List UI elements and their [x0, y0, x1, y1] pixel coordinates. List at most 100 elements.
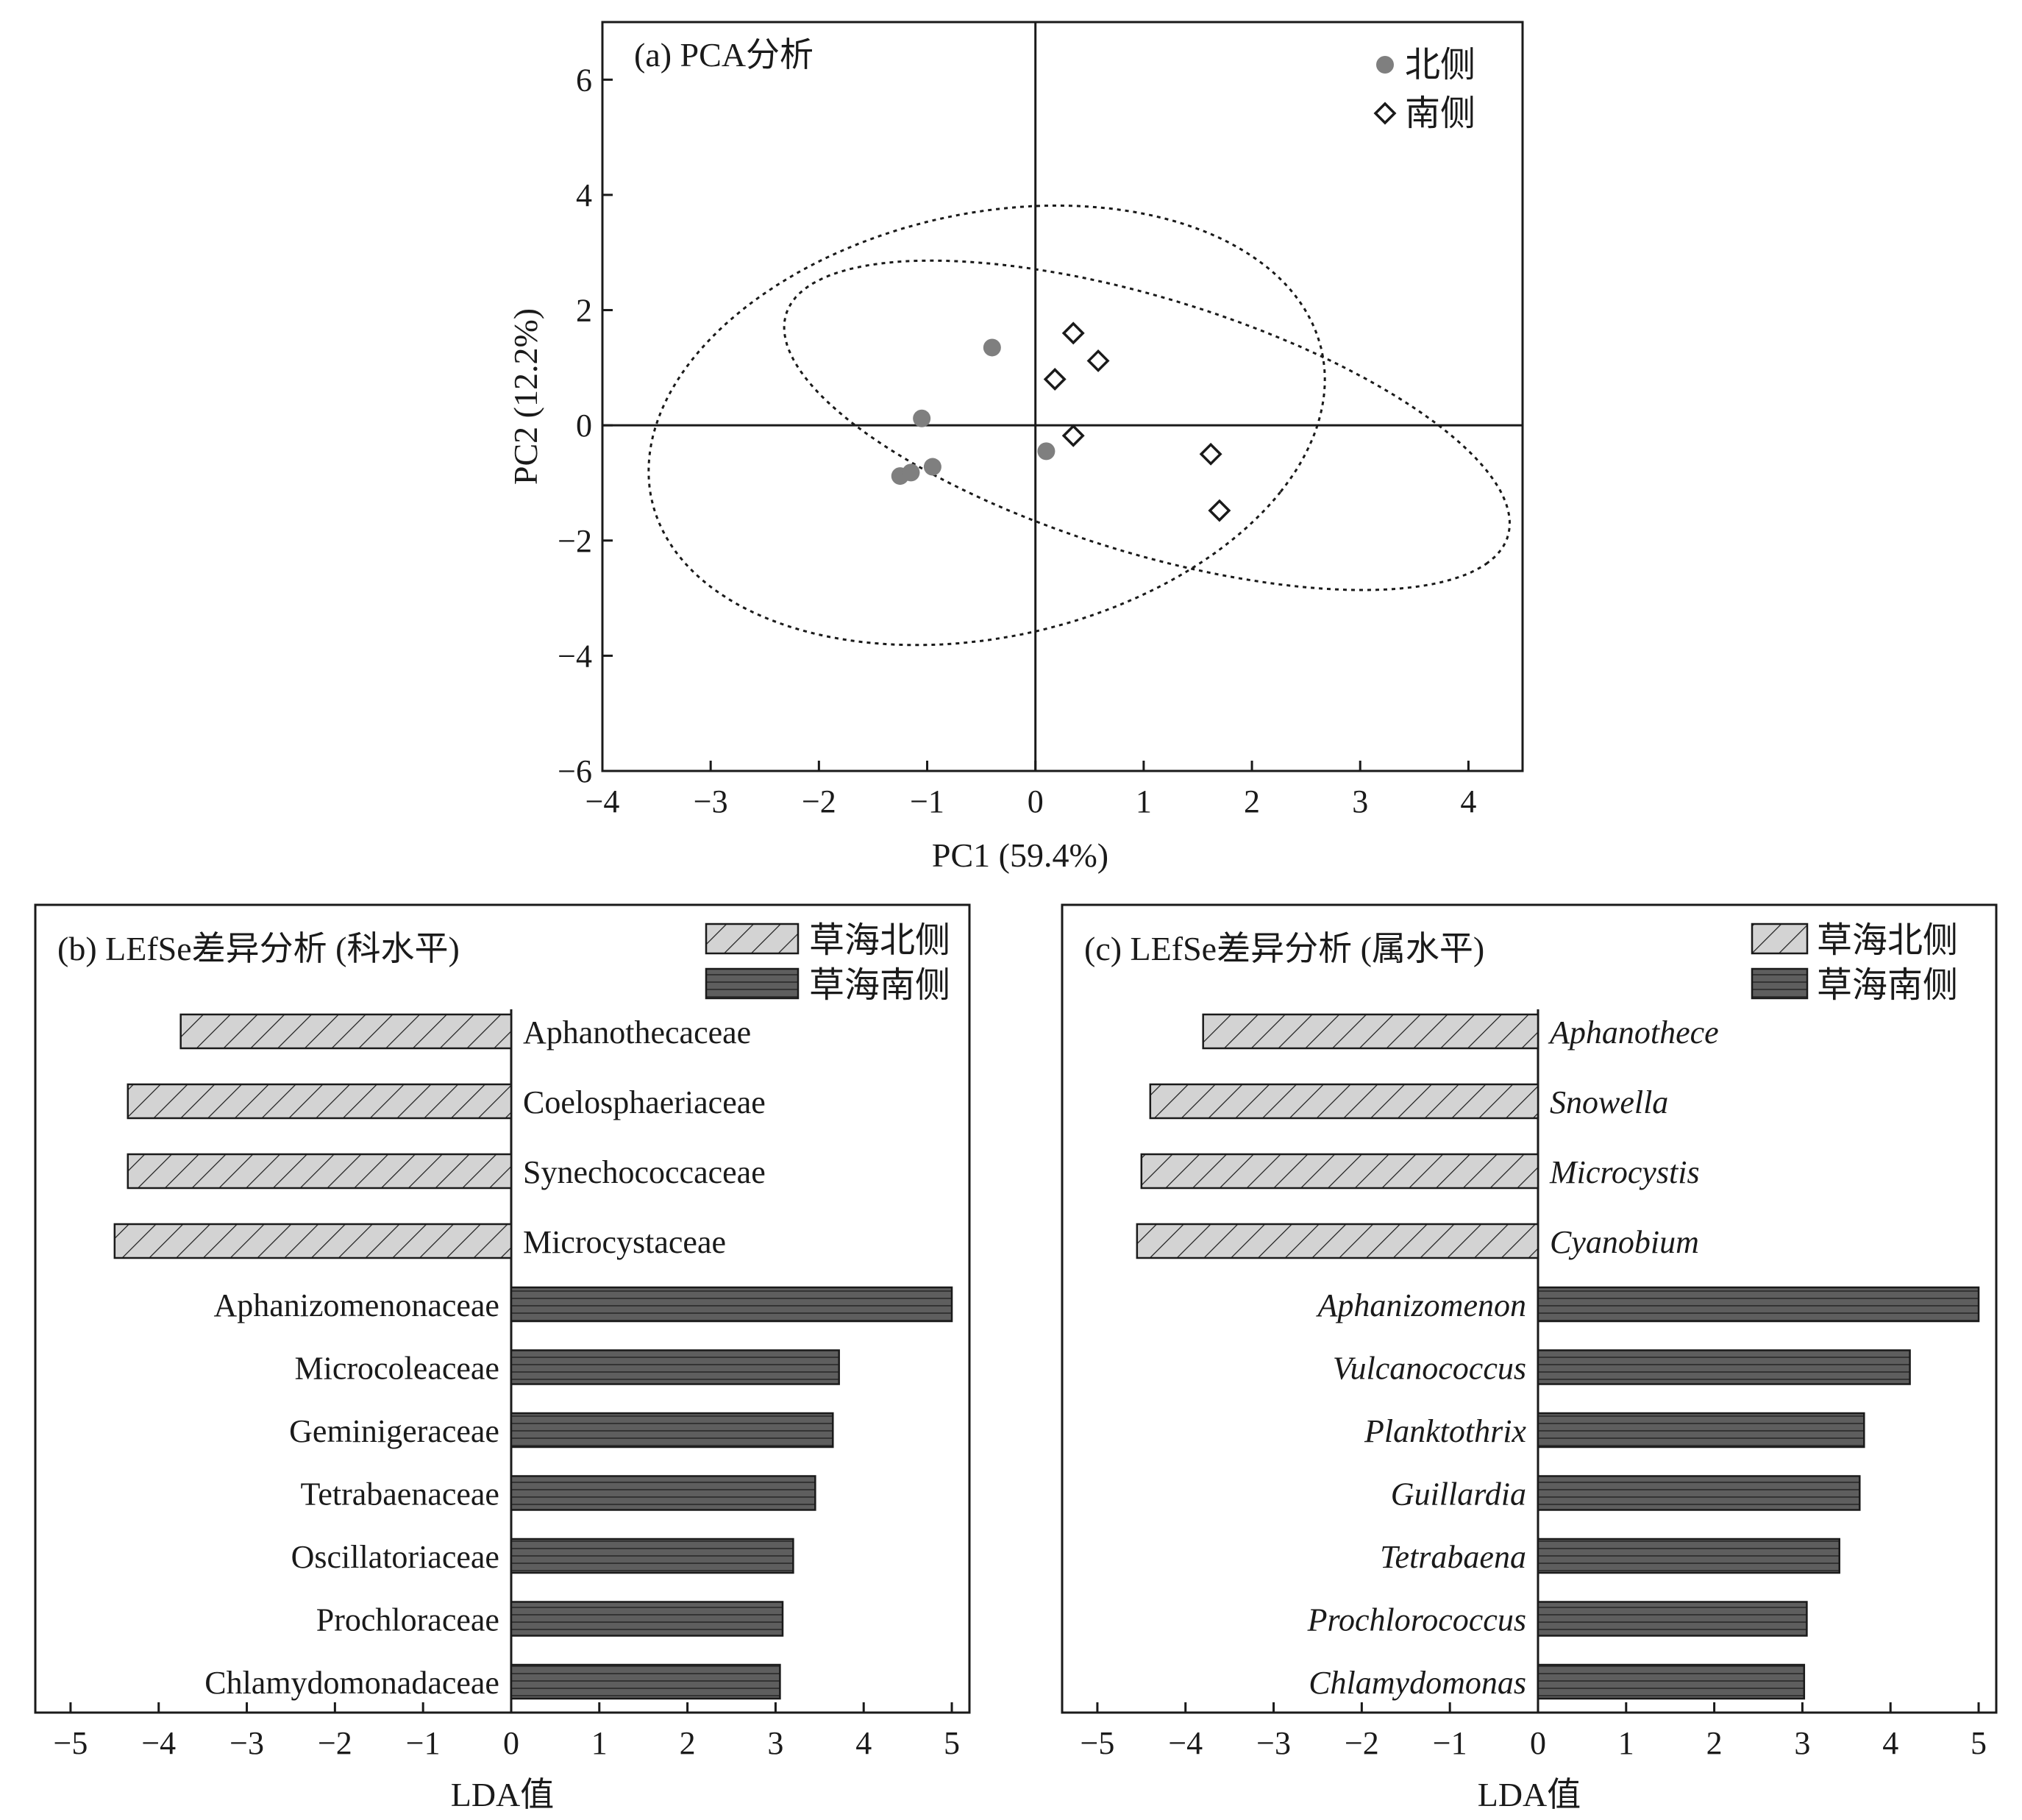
legend-label-north: 北侧 [1405, 46, 1475, 85]
legend-swatch-north [705, 923, 800, 955]
north-bar [1149, 1083, 1539, 1120]
x-tick-label: 0 [503, 1725, 519, 1761]
pca-points [891, 321, 1231, 522]
bar-label: Microcystis [1549, 1154, 1700, 1190]
x-tick-label: 4 [1460, 783, 1476, 820]
x-tick-label: −3 [1256, 1725, 1291, 1761]
genus-bars: Aphanothece Snowella Microcystis Cyanobium A… [1136, 1009, 1980, 1713]
south-point [1086, 349, 1110, 372]
bar-label: Chlamydomonas [1309, 1665, 1526, 1701]
x-tick-label: −3 [694, 783, 728, 820]
bar-label: Aphanizomenon [1315, 1287, 1526, 1323]
x-tick-label: 5 [1971, 1725, 1987, 1761]
south-ellipse [783, 259, 1512, 591]
north-bar [179, 1013, 513, 1050]
x-tick-label: −1 [910, 783, 944, 820]
bar-label: Synechococcaceae [523, 1154, 766, 1190]
legend-swatch-south [705, 967, 800, 1000]
y-tick-label: 4 [576, 177, 592, 213]
x-tick-label: −4 [585, 783, 620, 820]
family-x-axis-label: LDA值 [451, 1776, 555, 1813]
north-bar [1136, 1223, 1539, 1259]
bar-label: Geminigeraceae [289, 1413, 499, 1449]
legend-label-north: 草海北侧 [1817, 921, 1958, 960]
legend-label-south: 草海南侧 [809, 966, 950, 1005]
north-point [902, 463, 920, 482]
north-bar [1140, 1153, 1539, 1190]
y-tick-label: −2 [558, 523, 592, 559]
north-bar [127, 1153, 513, 1190]
family-bars: Aphanothecaceae Coelosphaeriaceae Synechoc… [113, 1009, 953, 1713]
y-tick-label: 6 [576, 62, 592, 98]
bar-label: Planktothrix [1364, 1413, 1526, 1449]
bar-label: Aphanothece [1548, 1014, 1719, 1051]
legend-swatch-south [1751, 967, 1809, 1000]
bar-label: Aphanothecaceae [523, 1014, 751, 1051]
legend-label-north: 草海北侧 [809, 921, 950, 960]
south-bar [510, 1286, 953, 1323]
legend-marker-south [1373, 102, 1397, 125]
north-bar [113, 1223, 513, 1259]
south-point [1061, 424, 1085, 447]
genus-x-axis-label: LDA值 [1478, 1776, 1581, 1813]
bar-label: Prochlorococcus [1307, 1602, 1526, 1638]
south-bar [510, 1349, 840, 1385]
lefse-genus-panel: (c) LEfSe差异分析 (属水平) 草海北侧 草海南侧 Aphanothec… [1061, 903, 1998, 1813]
south-bar [1537, 1412, 1865, 1448]
bar-label: Microcystaceae [523, 1224, 726, 1260]
family-title: (b) LEfSe差异分析 (科水平) [57, 930, 460, 967]
y-tick-label: −6 [558, 753, 592, 789]
legend-marker-north [1376, 56, 1394, 74]
south-bar [510, 1538, 794, 1574]
north-bar [1202, 1013, 1539, 1050]
south-bar [1537, 1475, 1861, 1511]
bar-label: Tetrabaena [1380, 1539, 1526, 1575]
x-tick-label: −5 [1081, 1725, 1115, 1761]
bar-label: Snowella [1550, 1084, 1668, 1120]
north-point [913, 409, 931, 427]
x-tick-label: 5 [944, 1725, 960, 1761]
bar-label: Guillardia [1391, 1476, 1526, 1512]
bar-label: Coelosphaeriaceae [523, 1084, 766, 1120]
x-tick-label: 2 [1706, 1725, 1723, 1761]
bar-label: Prochloraceae [316, 1602, 499, 1638]
x-tick-label: 3 [1794, 1725, 1810, 1761]
bar-label: Microcoleaceae [295, 1351, 499, 1387]
x-tick-label: −2 [318, 1725, 352, 1761]
bar-label: Cyanobium [1550, 1224, 1699, 1260]
y-tick-label: 2 [576, 293, 592, 329]
north-ellipse [647, 204, 1326, 647]
legend-label-south: 南侧 [1405, 94, 1475, 133]
south-bar [1537, 1601, 1808, 1637]
x-tick-label: −1 [1433, 1725, 1467, 1761]
south-bar [1537, 1538, 1840, 1574]
south-bar [1537, 1286, 1980, 1323]
south-bar [510, 1475, 816, 1511]
legend-label-south: 草海南侧 [1817, 966, 1958, 1005]
north-point [983, 338, 1001, 357]
genus-title: (c) LEfSe差异分析 (属水平) [1084, 930, 1484, 967]
x-tick-label: 0 [1530, 1725, 1546, 1761]
south-bar [510, 1601, 784, 1637]
bar-label: Tetrabaenaceae [301, 1476, 499, 1512]
x-tick-label: −3 [229, 1725, 264, 1761]
south-point [1061, 321, 1085, 345]
family-axis-ticks: −5 −4 −3 −2 −1 0 1 2 3 4 5 [54, 1702, 960, 1761]
north-point [923, 458, 941, 476]
x-tick-label: −4 [141, 1725, 176, 1761]
south-bar [510, 1663, 781, 1700]
x-tick-label: 0 [1028, 783, 1044, 820]
x-tick-label: 3 [1352, 783, 1368, 820]
x-tick-label: −2 [802, 783, 836, 820]
south-bar [510, 1412, 834, 1448]
bar-label: Aphanizomenonaceae [214, 1287, 499, 1323]
bar-label: Oscillatoriaceae [291, 1539, 499, 1575]
south-point [1208, 499, 1231, 522]
pca-title: (a) PCA分析 [634, 36, 814, 74]
pca-legend: 北侧 南侧 [1373, 46, 1475, 133]
bar-label: Vulcanococcus [1333, 1351, 1526, 1387]
x-tick-label: −5 [54, 1725, 88, 1761]
family-legend: 草海北侧 草海南侧 [705, 921, 950, 1005]
